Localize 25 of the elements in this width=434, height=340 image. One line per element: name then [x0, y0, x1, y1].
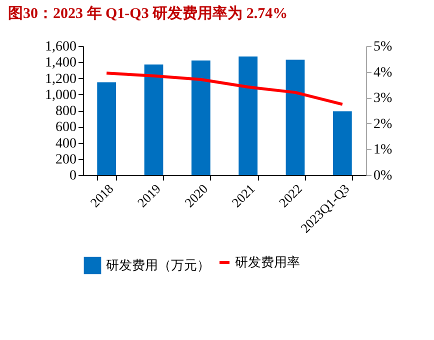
y2-tick-label: 5% — [374, 40, 392, 54]
bar — [191, 60, 210, 175]
y-tick-label: 1,000 — [45, 88, 76, 103]
y2-tick-label: 2% — [374, 116, 392, 132]
bar — [238, 56, 258, 175]
bar — [286, 60, 305, 175]
y-tick-label: 0 — [70, 168, 76, 184]
y-tick-label: 1,600 — [45, 40, 76, 54]
y-tick-label: 800 — [56, 104, 76, 119]
legend-label: 研发费用率 — [235, 254, 300, 270]
line-series — [105, 72, 344, 106]
bar — [144, 64, 164, 175]
y2-tick-label: 1% — [374, 142, 392, 158]
y2-tick-label: 3% — [374, 91, 392, 106]
y-tick-label: 200 — [56, 152, 76, 168]
bar — [97, 82, 116, 175]
legend-label: 研发费用（万元） — [106, 258, 210, 272]
y-tick-label: 1,400 — [45, 56, 76, 71]
bar — [332, 111, 352, 175]
y2-tick-label: 0% — [374, 168, 392, 184]
y-tick-label: 400 — [56, 136, 76, 152]
chart-title: 图30：2023 年 Q1-Q3 研发费用率为 2.74% — [8, 4, 288, 22]
y2-tick-label: 4% — [374, 65, 392, 80]
y-tick-label: 1,200 — [45, 72, 76, 87]
y-tick-label: 600 — [56, 120, 76, 136]
